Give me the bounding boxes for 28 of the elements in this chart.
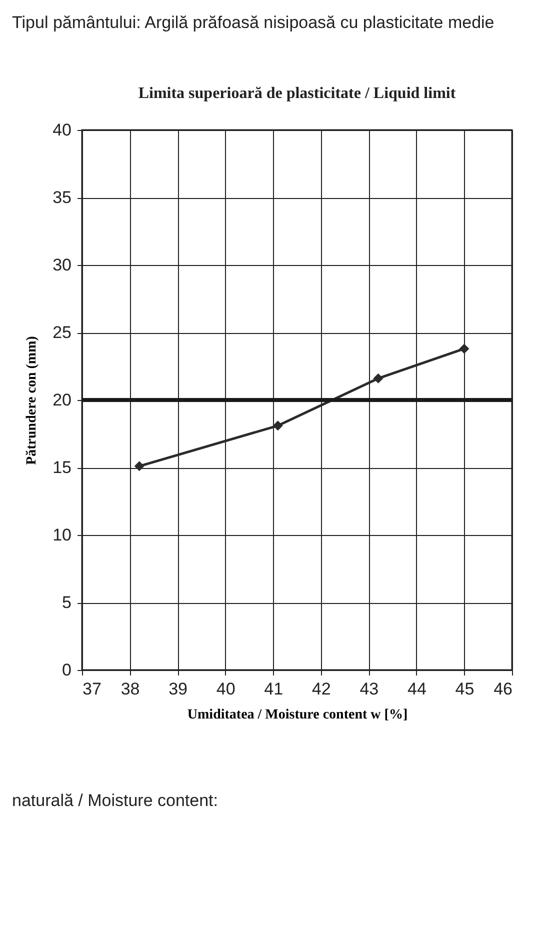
x-axis-title: Umiditatea / Moisture content w [%]: [187, 708, 408, 722]
x-tick-label: 43: [360, 680, 379, 698]
x-tick-label: 37: [82, 680, 102, 698]
x-tick-label: 39: [168, 680, 188, 698]
x-tick-label: 45: [455, 680, 474, 698]
text: naturală / Moisture content:: [12, 790, 220, 812]
text: Tipul pământului: Argilă prăfoasă nisipoasă cu plasticitate medie: [12, 12, 496, 34]
x-tick-label: 40: [216, 680, 236, 698]
x-tick-label: 38: [120, 680, 140, 698]
x-tick-label: 46: [494, 680, 512, 698]
y-tick-label: 0: [62, 660, 72, 680]
point: [373, 373, 384, 384]
x-tick-label: 44: [407, 680, 426, 698]
y-tick-label: 20: [52, 390, 72, 410]
x-tick-label: 42: [312, 680, 331, 698]
y-tick-label: 10: [52, 526, 72, 544]
y-tick-label: 40: [52, 120, 72, 140]
y-tick-label: 25: [52, 323, 72, 342]
y-tick-label: 35: [52, 188, 72, 207]
chart-title: Limita superioară de plasticitate / Liquid limit: [138, 85, 456, 102]
y-tick-label: 5: [62, 593, 72, 612]
point: [459, 344, 470, 354]
x-tick-label: 41: [264, 680, 284, 698]
y-tick-label: 15: [52, 458, 72, 477]
y-axis-title: Pătrundere con (mm): [24, 336, 40, 465]
point: [134, 461, 144, 472]
point: [272, 420, 283, 431]
y-tick-label: 30: [52, 256, 72, 274]
